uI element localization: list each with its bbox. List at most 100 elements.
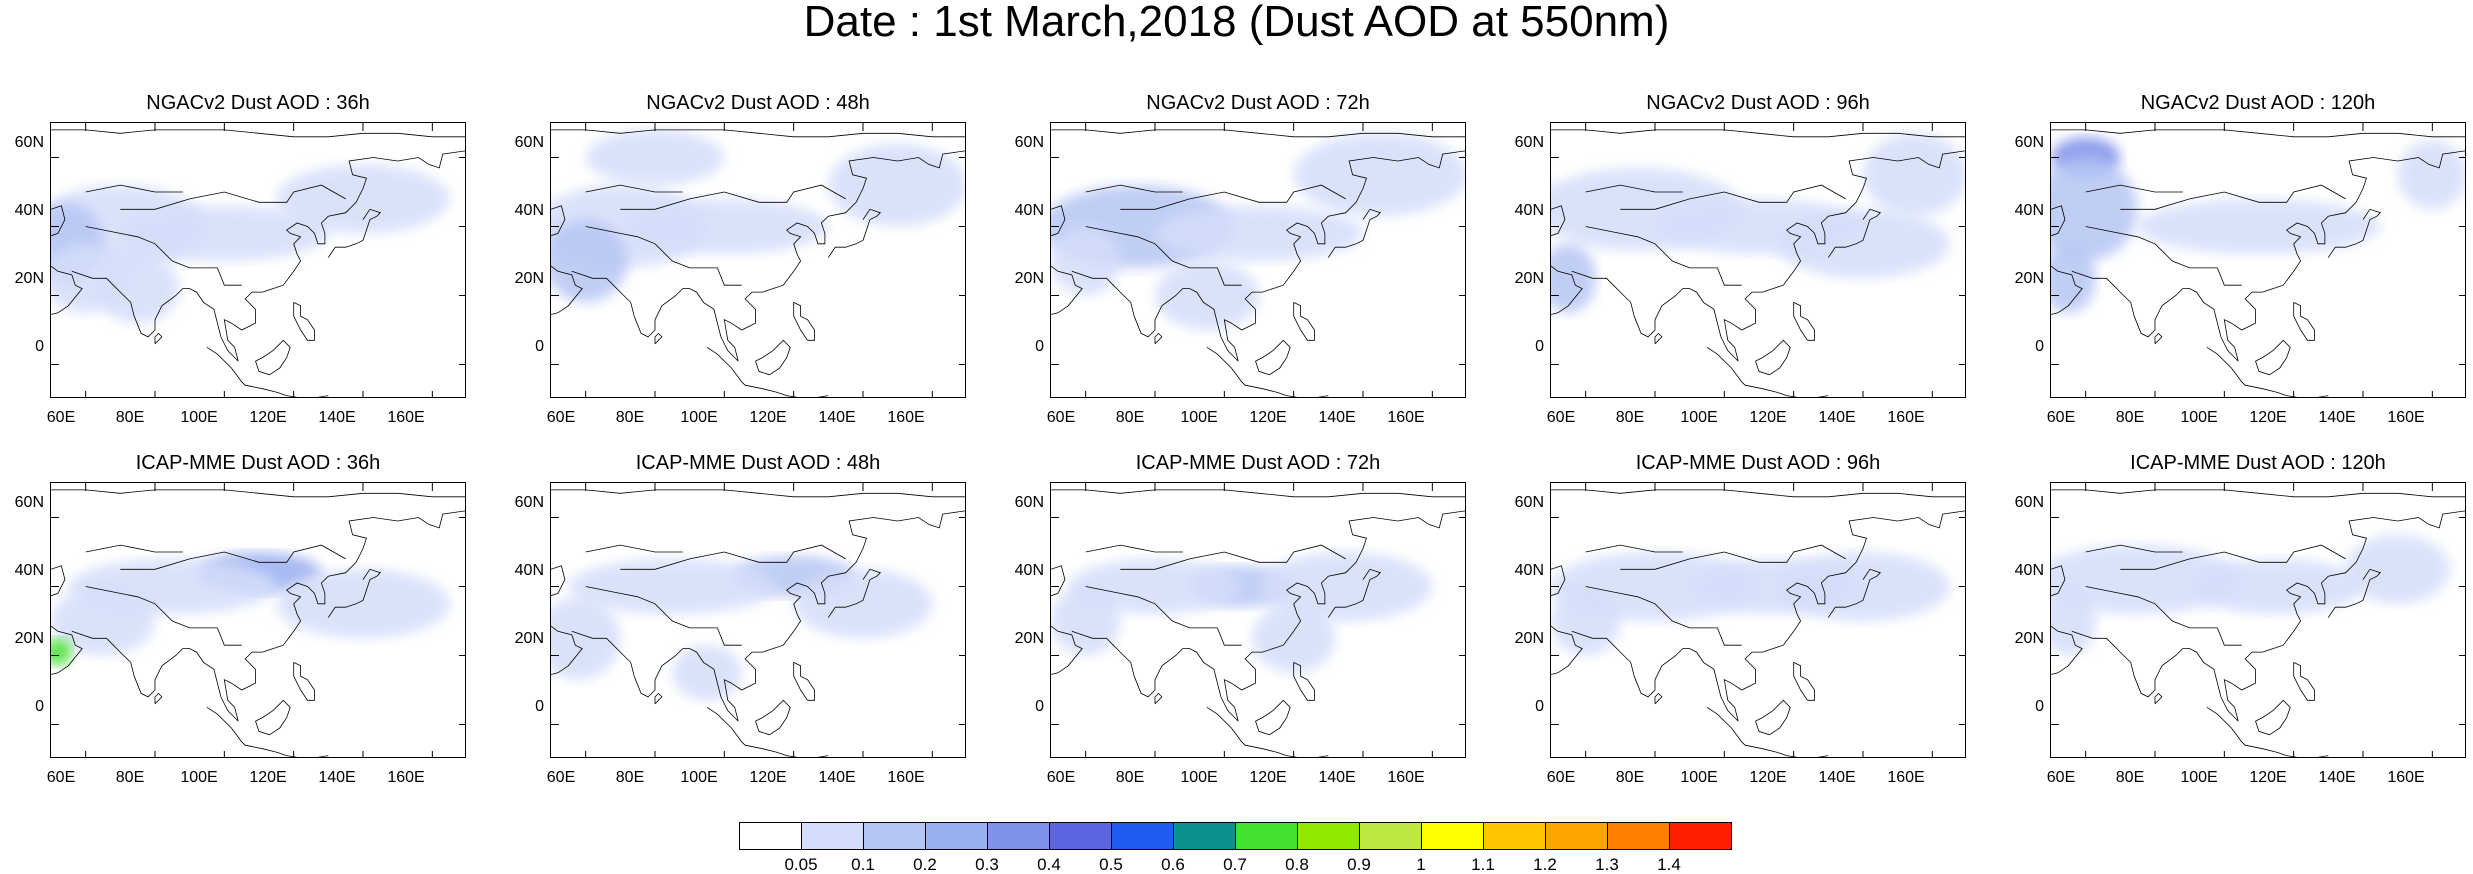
coastline — [1585, 544, 1683, 553]
coastline — [585, 544, 683, 553]
coastline — [2154, 692, 2163, 705]
coastline — [1085, 586, 1242, 646]
lat-tick-label: 0 — [2035, 698, 2044, 715]
lon-tick-label: 120E — [249, 409, 287, 426]
lon-tick-label: 80E — [115, 409, 145, 426]
lon-tick-label: 140E — [818, 409, 856, 426]
dust-plume — [585, 129, 725, 186]
colorbar-swatch — [1111, 822, 1174, 850]
coastline — [85, 544, 183, 553]
coastline — [85, 184, 183, 193]
coastline — [1154, 692, 1163, 705]
coastline — [1793, 662, 1815, 701]
map-panel: ICAP-MME Dust AOD : 72h 60N 40N 20N 0 60E 80E 1… — [1000, 452, 1500, 802]
coastline — [2154, 332, 2163, 345]
lon-tick-label: 100E — [680, 769, 718, 786]
panel-title: NGACv2 Dust AOD : 120h — [2140, 92, 2376, 114]
panel-title: ICAP-MME Dust AOD : 120h — [2130, 452, 2386, 474]
lat-tick-label: 20N — [2014, 630, 2044, 647]
coastline — [571, 270, 739, 362]
dust-plume — [1551, 243, 1597, 313]
colorbar-label: 0.7 — [1223, 855, 1247, 874]
lon-tick-label: 60E — [1546, 769, 1576, 786]
lon-tick-label: 160E — [887, 409, 925, 426]
lat-tick-label: 40N — [514, 562, 544, 579]
coastline — [827, 568, 882, 618]
lon-tick-label: 80E — [1115, 769, 1145, 786]
map-plot-area — [50, 482, 466, 758]
lat-tick-label: 20N — [514, 270, 544, 287]
map-panel: NGACv2 Dust AOD : 120h 60N 40N 20N 0 60E 80E 10… — [2000, 92, 2473, 442]
map-panel: ICAP-MME Dust AOD : 48h 60N 40N 20N 0 60E 80E 1… — [500, 452, 1000, 802]
coastline — [1585, 226, 1742, 286]
lon-tick-label: 100E — [1180, 769, 1218, 786]
coastline — [723, 510, 965, 722]
coastline — [755, 339, 791, 376]
coastline — [1571, 630, 1739, 722]
colorbar-swatch — [863, 822, 926, 850]
lon-tick-label: 160E — [1887, 769, 1925, 786]
lon-tick-label: 80E — [615, 409, 645, 426]
coastline — [206, 706, 329, 757]
dust-plume — [120, 205, 329, 261]
coastline — [1154, 332, 1163, 345]
coastline — [1723, 150, 1965, 362]
lat-tick-label: 40N — [1514, 562, 1544, 579]
colorbar-swatch — [1235, 822, 1298, 850]
coastline — [1085, 226, 1242, 286]
coastline — [71, 630, 239, 722]
dust-plume — [276, 164, 450, 234]
lon-tick-label: 120E — [249, 769, 287, 786]
colorbar-label: 1.3 — [1595, 855, 1619, 874]
dust-plume — [551, 596, 621, 680]
coastline — [2051, 565, 2066, 597]
lon-tick-label: 120E — [749, 409, 787, 426]
coastline — [706, 706, 829, 757]
coastline — [2223, 150, 2465, 362]
dust-aod-map — [51, 483, 465, 757]
lat-tick-label: 60N — [1014, 494, 1044, 511]
coastline — [2255, 339, 2291, 376]
panel-title: NGACv2 Dust AOD : 96h — [1646, 92, 1870, 114]
map-plot-area — [1050, 482, 1466, 758]
coastline — [1120, 184, 1346, 210]
panel-title: ICAP-MME Dust AOD : 48h — [635, 452, 881, 474]
lat-tick-label: 60N — [14, 134, 44, 151]
dust-plume — [51, 638, 72, 666]
dust-plume — [828, 143, 965, 227]
dust-plume — [2051, 545, 2242, 615]
lon-tick-label: 120E — [1749, 769, 1787, 786]
lat-tick-label: 40N — [2014, 202, 2044, 219]
lon-tick-label: 140E — [318, 769, 356, 786]
coastline — [51, 625, 83, 675]
coastline — [2051, 625, 2083, 675]
colorbar-swatch — [739, 822, 802, 850]
lon-tick-label: 100E — [1680, 409, 1718, 426]
lon-tick-label: 80E — [115, 769, 145, 786]
lon-tick-label: 60E — [1546, 409, 1576, 426]
dust-plume — [1776, 209, 1950, 279]
coastline — [51, 565, 66, 597]
lat-tick-label: 60N — [1514, 494, 1544, 511]
lon-tick-label: 80E — [1615, 409, 1645, 426]
coastline — [1654, 692, 1663, 705]
coastline — [1755, 699, 1791, 736]
coastline — [154, 692, 163, 705]
coastline — [585, 226, 742, 286]
lon-tick-label: 60E — [546, 409, 576, 426]
coastline — [1551, 565, 1566, 597]
map-plot-area — [550, 482, 966, 758]
lon-tick-label: 120E — [1249, 409, 1287, 426]
lon-tick-label: 140E — [1318, 409, 1356, 426]
dust-plume — [51, 586, 155, 656]
coastline — [1293, 662, 1315, 701]
coastline — [2327, 208, 2382, 258]
lat-tick-label: 60N — [14, 494, 44, 511]
coastline — [827, 208, 882, 258]
coastline — [51, 489, 465, 498]
lon-tick-label: 100E — [1180, 409, 1218, 426]
coastline — [551, 625, 583, 675]
coastline — [2085, 184, 2183, 193]
coastline — [2051, 489, 2465, 498]
coastline — [2206, 706, 2329, 757]
